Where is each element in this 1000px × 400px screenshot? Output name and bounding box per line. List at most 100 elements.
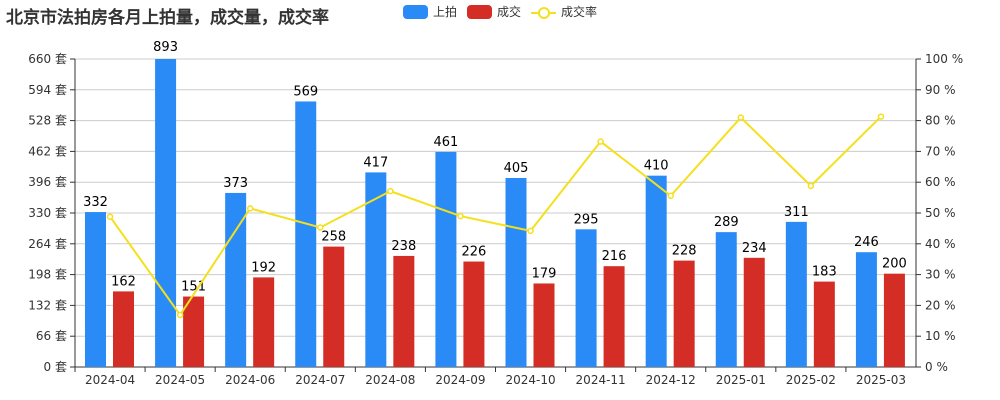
x-tick-label: 2024-11 [576,373,626,387]
rate-point [387,187,394,195]
bar-upload [785,221,807,367]
legend-label: 成交 [497,5,522,19]
data-label: 238 [391,239,416,254]
x-tick-label: 2024-12 [646,373,696,387]
bar-upload [85,212,106,367]
bar-upload [575,229,597,367]
y-right-tick-label: 100 % [925,52,963,66]
data-label: 373 [223,176,248,191]
x-tick-label: 2024-04 [85,373,135,387]
data-label: 234 [742,241,767,256]
bar-deal [113,291,134,367]
bar-upload [855,252,877,367]
legend: 上拍 成交 成交率 [403,3,607,20]
data-label: 410 [644,159,669,174]
y-right-tick-label: 20 % [925,298,956,312]
data-label: 311 [784,205,809,220]
y-left-tick-label: 330 套 [28,206,67,220]
bar-deal [603,266,625,367]
y-right-tick-label: 10 % [925,329,956,343]
legend-swatch [403,4,428,19]
y-left-tick-label: 594 套 [28,83,67,97]
bar-upload [505,178,527,367]
y-right-tick-label: 60 % [925,175,956,189]
bar-deal [183,296,205,367]
y-left-tick-label: 660 套 [28,52,67,66]
y-right-tick-label: 70 % [925,144,956,158]
rate-point [106,213,114,220]
rate-point [737,114,745,121]
rate-point [457,212,464,220]
bar-deal [743,257,765,367]
y-left-tick-label: 528 套 [28,114,67,128]
data-label: 226 [462,245,487,260]
data-label: 417 [363,155,388,170]
x-tick-label: 2025-01 [716,373,766,387]
legend-label: 成交率 [561,5,598,19]
y-left-tick-label: 396 套 [28,175,67,189]
rate-point [667,192,674,200]
bar-upload [225,192,247,367]
rate-point [246,205,254,212]
data-label: 258 [321,230,346,245]
legend-swatch [467,4,493,19]
bar-upload [715,232,737,367]
x-tick-label: 2024-07 [295,373,345,387]
data-label: 405 [504,161,529,176]
bar-upload [295,101,317,367]
bar-upload [435,151,457,367]
bar-deal [463,261,485,367]
legend-swatch [531,5,557,19]
rate-point [527,227,534,235]
legend-item-deal[interactable]: 成交 [467,3,521,20]
data-label: 295 [574,212,599,227]
x-tick-label: 2024-10 [505,373,555,387]
bar-deal [253,277,275,367]
rate-point [176,311,184,319]
chart-title: 北京市法拍房各月上拍量，成交量，成交率 [6,8,329,28]
y-left-tick-label: 462 套 [28,144,67,158]
data-label: 246 [854,235,879,250]
rate-point [317,224,324,231]
y-left-tick-label: 0 套 [44,360,67,374]
data-label: 461 [434,135,459,150]
y-right-tick-label: 80 % [925,114,956,128]
x-tick-label: 2025-03 [856,373,906,387]
y-left-tick-label: 198 套 [28,268,67,282]
legend-item-rate[interactable]: 成交率 [531,3,597,20]
y-right-tick-label: 0 % [925,360,948,374]
legend-item-upload[interactable]: 上拍 [403,3,457,20]
x-tick-label: 2024-08 [365,373,415,387]
data-label: 200 [882,257,907,272]
bar-upload [155,59,177,367]
data-label: 216 [602,249,627,264]
y-right-tick-label: 30 % [925,268,956,282]
data-label: 893 [153,40,178,55]
data-label: 192 [251,260,276,275]
data-label: 162 [111,274,136,289]
data-label: 289 [714,215,739,230]
data-label: 228 [672,244,697,259]
x-tick-label: 2024-09 [435,373,485,387]
data-label: 569 [293,84,318,99]
x-tick-label: 2024-06 [225,373,275,387]
y-right-tick-label: 40 % [925,237,956,251]
bar-deal [533,283,555,367]
bar-upload [365,172,387,367]
y-left-tick-label: 132 套 [28,298,67,312]
rate-point [877,113,885,120]
data-label: 179 [532,266,557,281]
bar-deal [393,255,415,367]
x-tick-label: 2025-02 [786,373,836,387]
bar-deal [883,273,905,367]
bar-deal [813,281,835,367]
data-label: 332 [83,195,108,210]
rate-line [109,115,882,317]
bar-upload [645,175,667,367]
y-left-tick-label: 264 套 [28,237,67,251]
bar-deal [323,246,345,367]
data-label: 183 [812,265,837,280]
bar-deal [673,260,695,367]
y-left-tick-label: 66 套 [36,329,67,343]
